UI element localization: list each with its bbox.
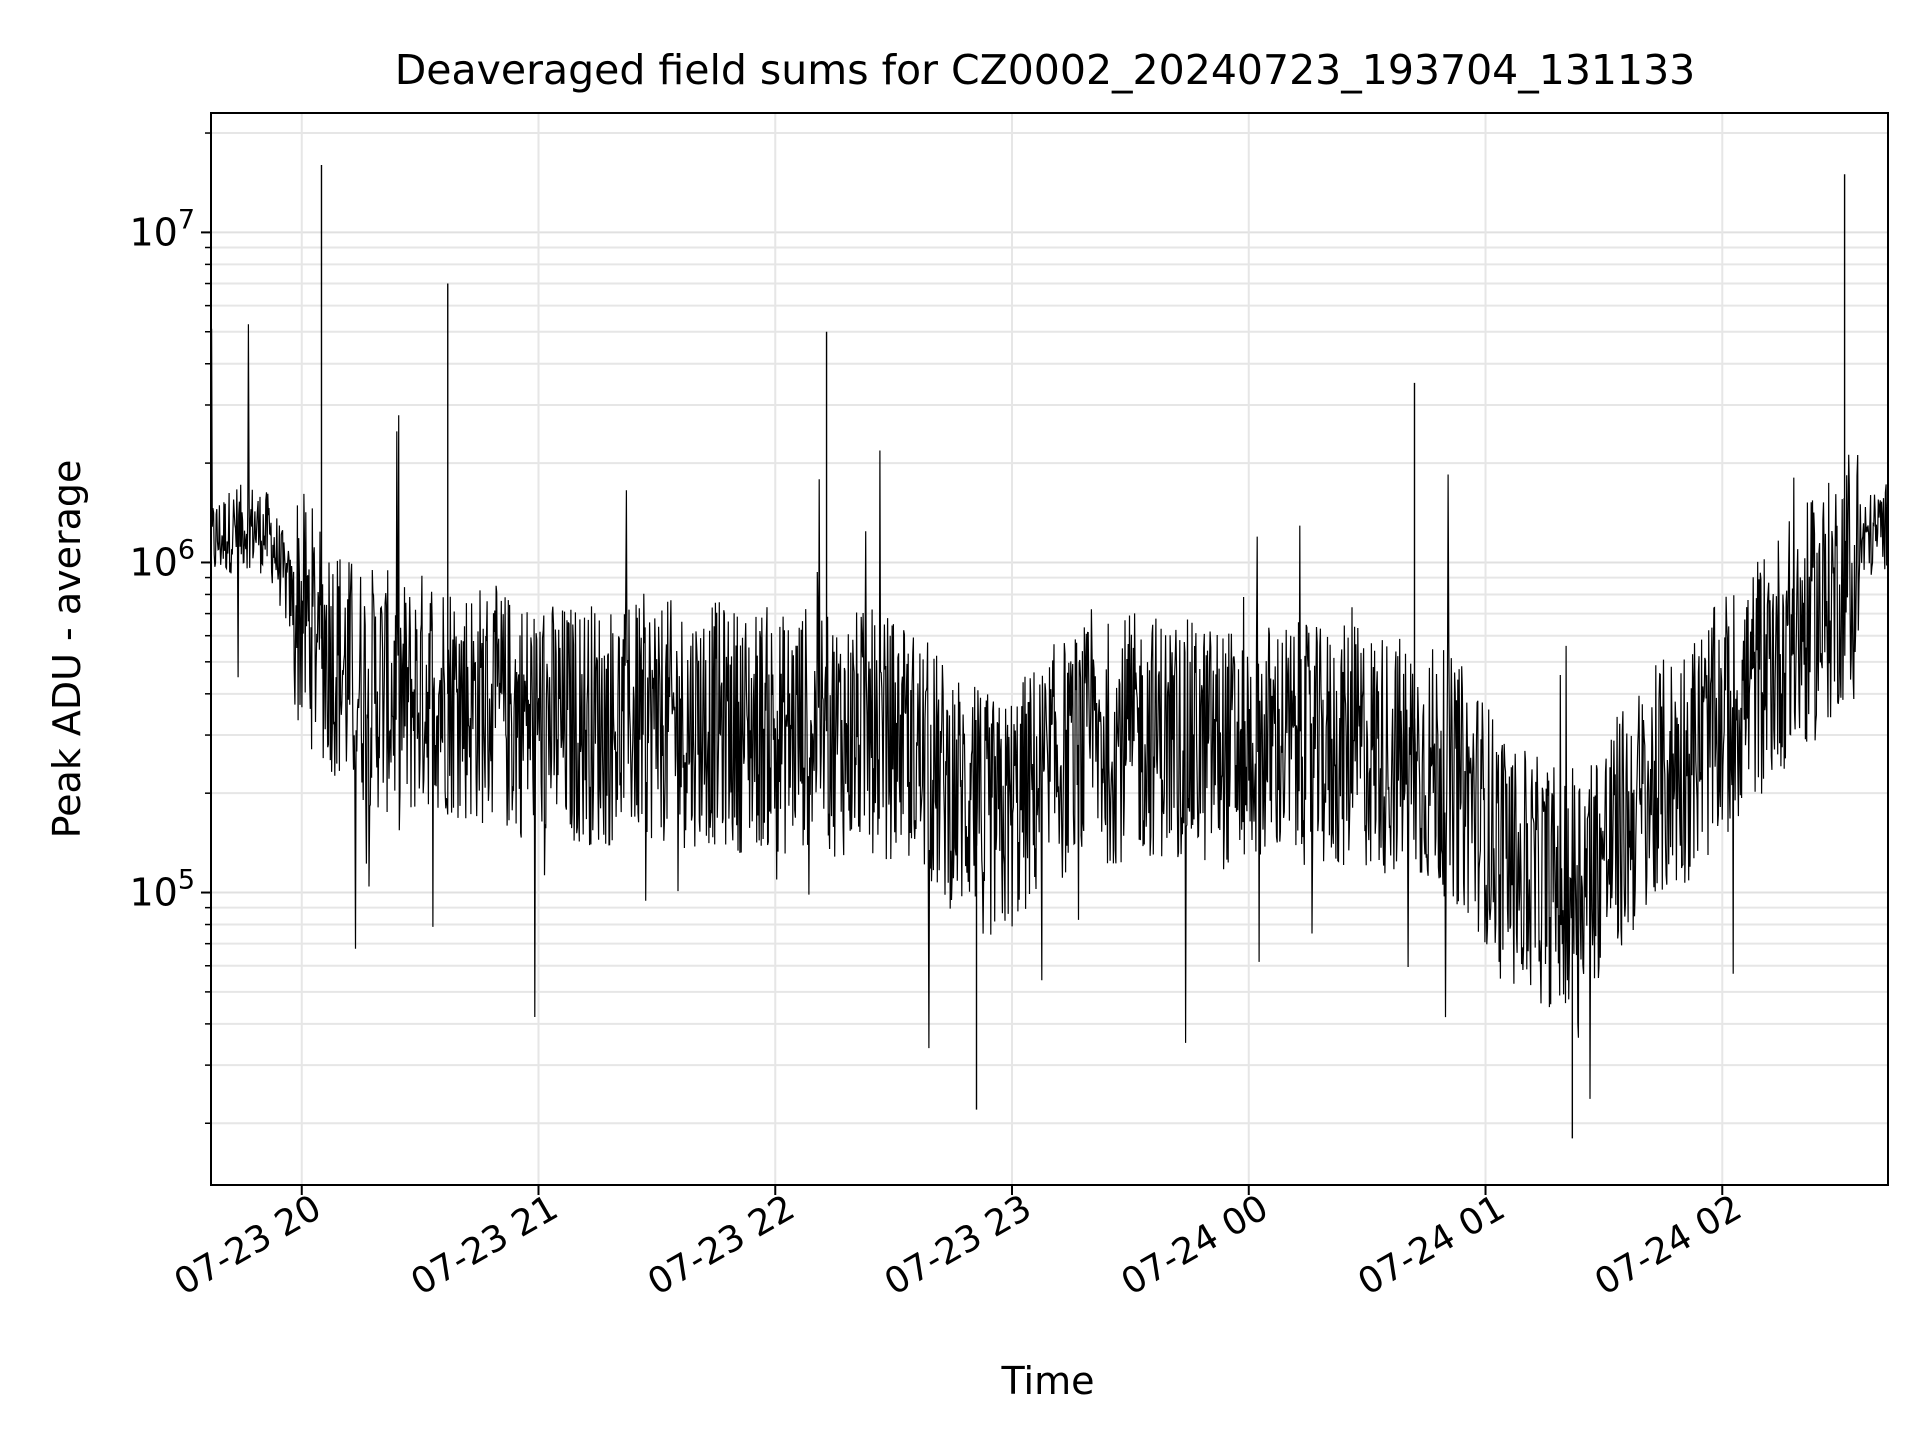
y-tick-label: 105: [129, 865, 195, 915]
y-axis-label: Peak ADU - average: [45, 460, 89, 839]
plot-frame: [210, 112, 1889, 1186]
y-tick-label: 106: [129, 534, 195, 584]
series-layer: [211, 165, 1888, 1139]
y-tick-label: 107: [129, 204, 195, 254]
series-line: [211, 324, 1888, 1099]
chart-title: Deaveraged field sums for CZ0002_2024072…: [395, 46, 1696, 94]
x-axis-label: Time: [1001, 1359, 1095, 1403]
